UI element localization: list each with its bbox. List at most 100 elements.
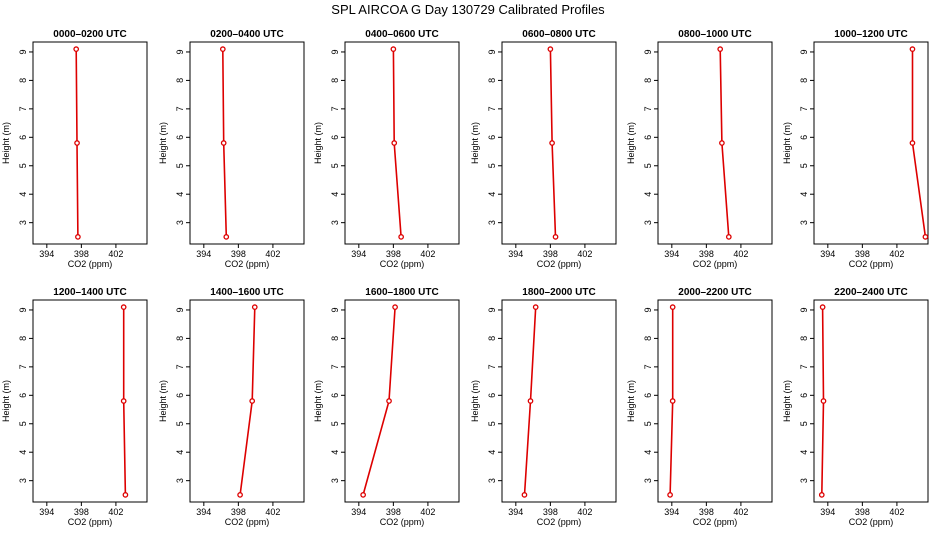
data-point: [391, 140, 398, 146]
y-tick-label: 8: [18, 78, 28, 83]
y-tick-label: 3: [330, 478, 340, 483]
data-point: [360, 492, 366, 498]
y-tick-label: 7: [643, 106, 653, 111]
y-tick-label: 5: [330, 163, 340, 168]
x-axis-label: CO2 (ppm): [225, 517, 270, 527]
x-axis-label: CO2 (ppm): [849, 259, 894, 269]
y-tick-label: 7: [18, 106, 28, 111]
data-point: [818, 492, 825, 498]
y-tick-label: 6: [799, 135, 809, 140]
y-tick-label: 7: [330, 364, 340, 369]
x-tick-label: 398: [386, 249, 401, 259]
data-point: [909, 46, 916, 52]
panel-title: 2000–2200 UTC: [678, 287, 751, 298]
panel-title: 0600–0800 UTC: [522, 29, 595, 40]
y-axis-label: Height (m): [313, 380, 323, 422]
y-tick-label: 7: [799, 106, 809, 111]
x-tick-label: 394: [508, 507, 523, 517]
y-tick-label: 6: [330, 393, 340, 398]
data-point: [547, 46, 554, 52]
y-tick-label: 6: [330, 135, 340, 140]
panel-title: 1600–1800 UTC: [365, 287, 438, 298]
y-tick-label: 3: [643, 478, 653, 483]
y-tick-label: 4: [18, 192, 28, 197]
data-point: [120, 398, 127, 404]
x-tick-label: 394: [664, 249, 679, 259]
y-tick-label: 3: [175, 220, 185, 225]
data-point: [392, 304, 398, 310]
y-tick-label: 6: [18, 135, 28, 140]
y-axis-label: Height (m): [470, 122, 480, 164]
y-tick-label: 9: [18, 307, 28, 312]
y-tick-label: 6: [175, 135, 185, 140]
data-point: [521, 492, 528, 498]
y-tick-label: 6: [799, 393, 809, 398]
y-tick-label: 9: [330, 49, 340, 54]
y-tick-label: 6: [643, 135, 653, 140]
y-axis-label: Height (m): [626, 380, 636, 422]
y-tick-label: 9: [799, 49, 809, 54]
y-tick-label: 4: [799, 450, 809, 455]
x-tick-label: 394: [820, 507, 835, 517]
data-point: [75, 234, 81, 240]
panel-title: 0000–0200 UTC: [53, 29, 126, 40]
y-tick-label: 6: [175, 393, 185, 398]
y-axis-label: Height (m): [782, 380, 792, 422]
plot-frame: [189, 41, 305, 245]
y-tick-label: 8: [487, 78, 497, 83]
data-point: [820, 398, 827, 404]
y-tick-label: 9: [487, 49, 497, 54]
x-axis-label: CO2 (ppm): [537, 517, 582, 527]
data-point: [386, 398, 392, 404]
x-tick-label: 394: [196, 507, 211, 517]
x-axis-label: CO2 (ppm): [693, 517, 738, 527]
y-tick-label: 8: [18, 336, 28, 341]
data-point: [922, 234, 929, 240]
x-tick-label: 402: [265, 507, 280, 517]
plot-frame: [813, 41, 929, 245]
y-tick-label: 7: [18, 364, 28, 369]
data-point: [667, 492, 673, 498]
y-tick-label: 9: [175, 307, 185, 312]
x-tick-label: 394: [196, 249, 211, 259]
y-tick-label: 3: [487, 478, 497, 483]
y-tick-label: 8: [487, 336, 497, 341]
data-point: [552, 234, 559, 240]
y-tick-label: 5: [18, 163, 28, 168]
data-point: [390, 46, 397, 52]
y-tick-label: 7: [487, 364, 497, 369]
x-tick-label: 402: [420, 507, 435, 517]
data-point: [223, 234, 230, 240]
y-tick-label: 5: [643, 421, 653, 426]
y-tick-label: 3: [643, 220, 653, 225]
y-tick-label: 5: [799, 163, 809, 168]
data-point: [717, 46, 724, 52]
x-tick-label: 402: [108, 249, 123, 259]
data-point: [669, 398, 676, 404]
y-tick-label: 3: [175, 478, 185, 483]
y-tick-label: 9: [175, 49, 185, 54]
x-axis-label: CO2 (ppm): [849, 517, 894, 527]
y-tick-label: 7: [643, 364, 653, 369]
x-tick-label: 402: [889, 249, 904, 259]
y-axis-label: Height (m): [626, 122, 636, 164]
y-tick-label: 5: [175, 421, 185, 426]
data-point: [549, 140, 555, 146]
plot-frame: [32, 41, 148, 245]
y-tick-label: 3: [799, 478, 809, 483]
y-tick-label: 8: [799, 78, 809, 83]
y-tick-label: 4: [487, 192, 497, 197]
y-tick-label: 3: [799, 220, 809, 225]
x-axis-label: CO2 (ppm): [380, 517, 425, 527]
y-tick-label: 8: [643, 78, 653, 83]
y-axis-label: Height (m): [1, 122, 11, 164]
panel-title: 2200–2400 UTC: [834, 287, 907, 298]
y-axis-label: Height (m): [1, 380, 11, 422]
